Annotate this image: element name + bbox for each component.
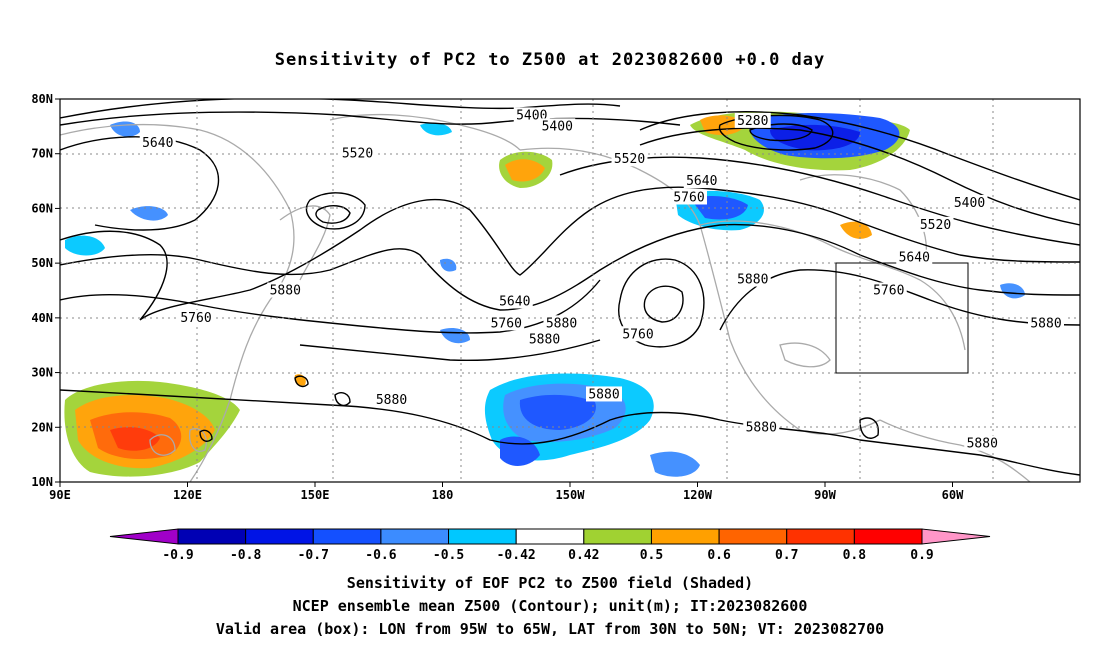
contour-label: 5520 <box>920 218 951 233</box>
contour-label-bg <box>611 151 648 167</box>
contour-label-bg <box>917 216 954 232</box>
lat-tick-label: 10N <box>31 475 53 489</box>
colorbar: -0.9 -0.8 -0.7 -0.6 -0.5 -0.42 0.42 0.5 0.6 0.7 0.… <box>109 528 991 563</box>
lat-tick-label: 40N <box>31 311 53 325</box>
contour-label: 5880 <box>967 437 998 452</box>
colorbar-segment <box>380 528 450 545</box>
contour-label-bg <box>526 331 563 347</box>
latitude-axis: 80N 70N 60N 50N 40N 30N 20N 10N <box>31 92 60 489</box>
colorbar-label: -0.7 <box>298 548 329 563</box>
contour-label: 5880 <box>588 387 619 402</box>
contour-label: 5760 <box>491 316 522 331</box>
lon-tick-label: 60W <box>942 488 964 502</box>
contour-label-bg <box>683 173 720 189</box>
contour-label-bg <box>488 315 525 331</box>
colorbar-label: 0.7 <box>775 548 798 563</box>
lon-tick-label: 120E <box>173 488 202 502</box>
lon-tick-label: 150W <box>556 488 586 502</box>
contour-label: 5880 <box>1030 316 1061 331</box>
contour-label-bg <box>743 419 780 435</box>
colorbar-high-arrow <box>921 528 991 545</box>
contour-label-bg <box>1028 315 1064 331</box>
colorbar-label: -0.8 <box>230 548 261 563</box>
contour-label-bg <box>734 112 771 128</box>
contour-label-bg <box>951 194 988 210</box>
contour-label: 5760 <box>180 311 211 326</box>
contour-label: 5640 <box>686 174 717 189</box>
contour-label: 5880 <box>270 284 301 299</box>
map-title: Sensitivity of PC2 to Z500 at 2023082600… <box>274 50 826 70</box>
contour-label-bg <box>339 145 376 161</box>
contour-label: 5760 <box>673 190 704 205</box>
contour-label: 5880 <box>546 316 577 331</box>
contour-label: 5640 <box>142 136 173 151</box>
contour-label-bg <box>267 282 304 298</box>
contour-label: 5520 <box>614 152 645 167</box>
colorbar-segment <box>583 528 652 545</box>
contour-label-bg <box>964 435 1001 451</box>
colorbar-label: -0.5 <box>433 548 464 563</box>
caption-contour: NCEP ensemble mean Z500 (Contour); unit(… <box>292 597 808 615</box>
colorbar-segment <box>515 528 585 545</box>
contour-label-bg <box>139 134 176 150</box>
contour-label: 5880 <box>376 393 407 408</box>
contour-label: 5640 <box>499 294 530 309</box>
contour-label-bg <box>870 282 907 298</box>
lat-tick-label: 60N <box>31 201 53 215</box>
contour-label: 5760 <box>622 327 653 342</box>
colorbar-label: 0.9 <box>910 548 933 563</box>
lat-tick-label: 50N <box>31 256 53 270</box>
contour-label: 5400 <box>542 119 573 134</box>
lat-tick-label: 70N <box>31 147 53 161</box>
colorbar-label: 0.6 <box>707 548 731 563</box>
colorbar-segment <box>853 528 923 545</box>
contour-label-bg <box>586 386 622 402</box>
contour-label: 5880 <box>737 273 768 288</box>
lat-tick-label: 20N <box>31 420 53 434</box>
contour-label: 5880 <box>746 420 777 435</box>
caption-shaded: Sensitivity of EOF PC2 to Z500 field (Sh… <box>346 574 754 592</box>
contour-label-bg <box>178 309 214 325</box>
colorbar-segment <box>448 528 517 545</box>
colorbar-label: 0.8 <box>843 548 867 563</box>
longitude-axis: 90E 120E 150E 180 150W 120W 90W 60W <box>49 482 964 502</box>
lon-tick-label: 120W <box>683 488 713 502</box>
contour-label-bg <box>620 326 656 342</box>
colorbar-segment <box>245 528 314 545</box>
lon-tick-label: 90E <box>49 488 71 502</box>
contour-label-bg <box>671 189 707 205</box>
colorbar-segment <box>650 528 720 545</box>
contour-label: 5400 <box>954 196 985 211</box>
contour-label: 5520 <box>342 147 373 162</box>
colorbar-segment <box>786 528 855 545</box>
colorbar-label: -0.6 <box>365 548 396 563</box>
contour-label-bg <box>543 315 580 331</box>
contour-label-bg <box>373 391 410 407</box>
caption-valid-area: Valid area (box): LON from 95W to 65W, L… <box>215 620 885 638</box>
contour-label: 5880 <box>529 333 560 348</box>
lon-tick-label: 150E <box>301 488 330 502</box>
contour-label-bg <box>896 249 933 265</box>
colorbar-segment <box>312 528 382 545</box>
colorbar-label: -0.9 <box>162 548 193 563</box>
contour-label: 5760 <box>873 284 904 299</box>
contour-label-bg <box>539 118 576 134</box>
contour-label: 5280 <box>737 114 768 129</box>
colorbar-label: 0.5 <box>640 548 663 563</box>
contour-label-bg <box>496 293 533 309</box>
lat-tick-label: 30N <box>31 366 53 380</box>
colorbar-low-arrow <box>109 528 179 545</box>
lon-tick-label: 90W <box>814 488 836 502</box>
lon-tick-label: 180 <box>432 488 454 502</box>
z500-contours <box>60 99 1080 476</box>
lat-tick-label: 80N <box>31 92 53 106</box>
contour-label: 5640 <box>899 251 930 266</box>
colorbar-label: 0.42 <box>568 548 599 563</box>
colorbar-label: -0.42 <box>497 548 536 563</box>
colorbar-segment <box>718 528 788 545</box>
colorbar-segment <box>177 528 247 545</box>
contour-label-bg <box>734 271 771 287</box>
